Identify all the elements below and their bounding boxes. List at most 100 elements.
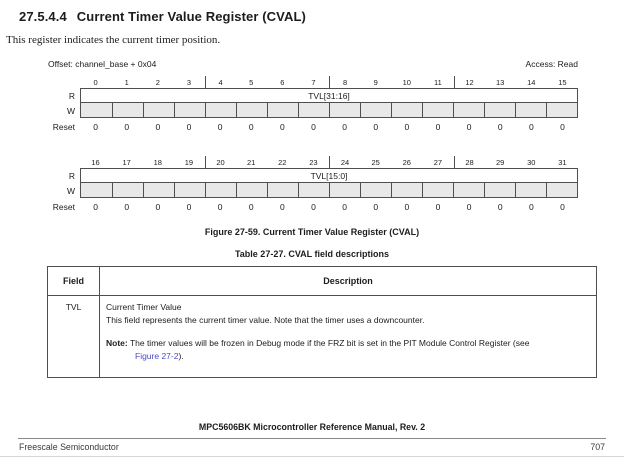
write-row-label: W — [66, 105, 75, 116]
reset-value-cell: 0 — [279, 201, 285, 212]
write-bit-cell — [453, 183, 484, 197]
reset-value-cell: 0 — [186, 201, 192, 212]
write-row: W — [48, 183, 578, 198]
reset-value-cell: 0 — [155, 201, 161, 212]
intro-text: This register indicates the current time… — [6, 34, 221, 46]
bit-numbers-grid: 0 1 2 3 4 5 6 7 8 9 10 11 12 13 14 15 — [80, 76, 578, 88]
bit-number-cell: 19 — [184, 158, 194, 167]
reset-value-cell: 0 — [248, 121, 254, 132]
bit-number-cell: 26 — [402, 158, 411, 167]
reset-value-cell: 0 — [435, 121, 441, 132]
read-row: R TVL[15:0] — [48, 168, 578, 183]
write-bit-cell — [515, 103, 546, 117]
bit-number-cell: 29 — [496, 158, 505, 167]
access-label: Access: Read — [525, 59, 578, 69]
reset-row: Reset 0 0 0 0 0 0 0 0 0 0 0 0 0 0 0 0 — [48, 119, 578, 134]
reset-value-cell: 0 — [217, 201, 223, 212]
bit-number-cell: 0 — [93, 78, 98, 87]
footer-bottom-row: Freescale Semiconductor 707 — [0, 442, 624, 452]
reset-value-cell: 0 — [248, 201, 254, 212]
write-bit-cell — [422, 103, 453, 117]
write-bit-cell — [112, 183, 143, 197]
footer-divider — [18, 438, 606, 439]
write-bit-cell — [267, 183, 298, 197]
reset-value-cell: 0 — [279, 121, 285, 132]
reset-value-cell: 0 — [217, 121, 223, 132]
write-bit-cell — [391, 183, 422, 197]
register-bank-high-word: 0 1 2 3 4 5 6 7 8 9 10 11 12 13 14 15 R TVL[31:16] W Re… — [48, 76, 578, 134]
field-column-header: Field — [47, 266, 100, 296]
description-column-header: Description — [99, 266, 597, 296]
bit-number-cell: 25 — [371, 158, 380, 167]
write-bit-cell — [81, 103, 112, 117]
bit-number-cell: 6 — [280, 78, 285, 87]
field-descriptions-table: Field Description TVL Current Timer Valu… — [47, 266, 597, 378]
note-text: The timer values will be frozen in Debug… — [127, 338, 530, 348]
bit-numbers-row: 16 17 18 19 20 21 22 23 24 25 26 27 28 29 30 31 — [48, 156, 578, 168]
write-bit-cell — [360, 103, 391, 117]
table-caption: Table 27-27. CVAL field descriptions — [234, 249, 390, 259]
register-diagram: Offset: channel_base + 0x04 Access: Read… — [48, 59, 578, 214]
reset-row-label: Reset — [52, 201, 75, 212]
reset-value-cell: 0 — [497, 121, 503, 132]
reset-value-cell: 0 — [93, 121, 98, 132]
write-bit-cell — [515, 183, 546, 197]
reset-value-cell: 0 — [124, 201, 130, 212]
reset-values-grid: 0 0 0 0 0 0 0 0 0 0 0 0 0 0 0 0 — [80, 119, 578, 134]
page-number: 707 — [590, 442, 605, 452]
section-heading: 27.5.4.4 Current Timer Value Register (CV… — [0, 0, 624, 24]
bit-row-spacer — [48, 76, 80, 88]
write-bit-cell — [205, 103, 236, 117]
register-meta-row: Offset: channel_base + 0x04 Access: Read — [48, 59, 578, 69]
bit-number-cell: 4 — [204, 76, 236, 88]
bit-number-cell: 1 — [124, 78, 129, 87]
section-title: Current Timer Value Register (CVAL) — [76, 9, 306, 24]
reset-value-cell: 0 — [311, 201, 316, 212]
write-bit-cell — [484, 183, 515, 197]
reset-value-cell: 0 — [404, 201, 410, 212]
window-bottom-edge — [0, 456, 624, 457]
bit-number-cell: 14 — [527, 78, 536, 87]
reset-value-cell: 0 — [342, 201, 347, 212]
read-row: R TVL[31:16] — [48, 88, 578, 103]
bit-number-cell: 8 — [329, 76, 360, 88]
write-row: W — [48, 103, 578, 118]
reset-row-label: Reset — [52, 121, 75, 132]
bit-number-cell: 3 — [186, 78, 192, 87]
write-bit-cell — [174, 183, 205, 197]
write-cells-grid — [80, 183, 578, 198]
write-bit-cell — [267, 103, 298, 117]
write-bit-cell — [236, 183, 267, 197]
write-bit-cell — [205, 183, 236, 197]
write-bit-cell — [174, 103, 205, 117]
reset-value-cell: 0 — [311, 121, 316, 132]
write-row-label: W — [66, 185, 75, 196]
write-bit-cell — [143, 103, 174, 117]
reset-value-cell: 0 — [435, 201, 441, 212]
reset-value-cell: 0 — [560, 201, 565, 212]
figure-27-2-link[interactable]: Figure 27-2 — [135, 351, 179, 361]
field-description: Current Timer Value This field represent… — [99, 295, 597, 378]
reset-value-cell: 0 — [155, 121, 161, 132]
read-row-label: R — [68, 170, 75, 181]
write-bit-cell — [422, 183, 453, 197]
bit-number-cell: 2 — [155, 78, 160, 87]
write-bit-cell — [453, 103, 484, 117]
bit-number-cell: 27 — [433, 158, 443, 167]
bit-number-cell: 13 — [496, 78, 505, 87]
bit-number-cell: 28 — [453, 156, 485, 168]
reset-value-cell: 0 — [342, 121, 347, 132]
reset-value-cell: 0 — [560, 121, 565, 132]
reset-value-cell: 0 — [466, 201, 472, 212]
write-bit-cell — [546, 103, 577, 117]
write-bit-cell — [360, 183, 391, 197]
bit-number-cell: 9 — [373, 78, 378, 87]
description-note: Note: The timer values will be frozen in… — [106, 337, 555, 363]
page-footer: MPC5606BK Microcontroller Reference Manu… — [0, 422, 624, 452]
reset-value-cell: 0 — [466, 121, 472, 132]
write-bit-cell — [236, 103, 267, 117]
read-field-tvl-high: TVL[31:16] — [80, 88, 578, 103]
description-body: This field represents the current timer … — [106, 315, 425, 325]
write-bit-cell — [143, 183, 174, 197]
reset-value-cell: 0 — [373, 201, 379, 212]
